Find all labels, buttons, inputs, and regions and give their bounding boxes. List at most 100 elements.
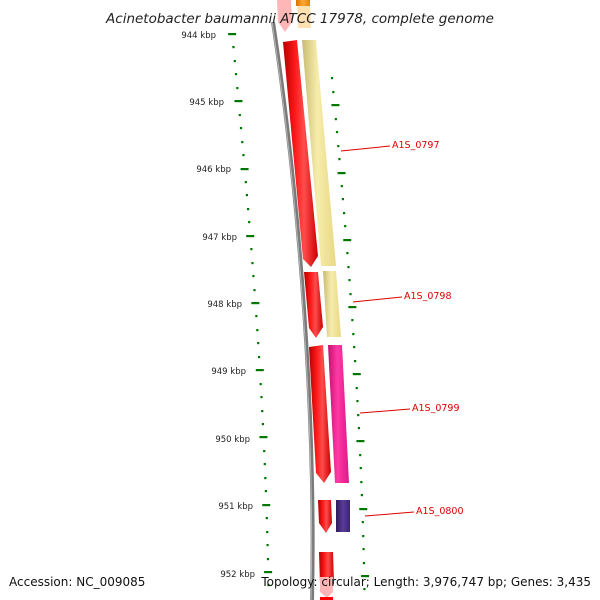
cds-feature[interactable] [320,577,333,598]
minor-tick-mark [337,145,340,148]
leader-line-a1s-0797 [340,145,391,152]
major-tick-mark [251,302,260,305]
gene-label-a1s-0798[interactable]: A1S_0798 [404,291,452,302]
cds-feature-a1s-0800[interactable] [318,500,332,533]
minor-tick-mark [248,221,251,224]
major-tick-mark [264,571,273,574]
minor-tick-mark [263,463,266,466]
minor-tick-mark [360,494,363,497]
minor-tick-mark [263,450,266,453]
tick-label: 951 kbp [218,502,253,512]
minor-tick-mark [264,490,267,493]
minor-tick-mark [338,158,341,161]
minor-tick-mark [234,73,238,76]
minor-tick-mark [359,454,362,457]
minor-tick-mark [362,562,366,565]
tick-labels: 944 kbp 945 kbp 946 kbp 947 kbp 948 kbp … [181,31,255,580]
major-tick-mark [361,575,370,578]
backbone-highlight [271,21,313,600]
cds-feature-a1s-0797[interactable] [283,40,318,267]
minor-tick-mark [352,333,355,336]
minor-tick-mark [261,423,265,426]
minor-tick-mark [241,141,244,144]
gene-label-a1s-0799[interactable]: A1S_0799 [412,403,460,414]
minor-tick-mark [257,356,261,359]
gene-label-a1s-0797[interactable]: A1S_0797 [392,140,440,151]
major-tick-mark [259,436,268,439]
cog-feature-a1s-0800[interactable] [336,500,350,532]
minor-tick-mark [250,248,253,251]
minor-tick-mark [236,87,239,90]
minor-tick-mark [253,289,256,292]
minor-tick-mark [347,266,350,269]
tick-label: 947 kbp [202,233,237,243]
tick-label: 949 kbp [211,367,246,377]
cog-feature-a1s-0798[interactable] [323,271,341,337]
cds-feature-a1s-0798[interactable] [304,272,323,338]
cog-feature-a1s-0799[interactable] [328,345,349,483]
minor-tick-mark [265,517,268,520]
forward-strand-features [277,0,350,600]
cog-feature[interactable] [297,0,311,28]
minor-tick-mark [255,315,258,318]
major-tick-mark [352,373,361,376]
major-tick-mark [348,306,357,309]
minor-tick-mark [346,252,349,255]
minor-tick-mark [245,194,249,197]
gene-label-a1s-0800[interactable]: A1S_0800 [416,506,464,517]
tick-label: 952 kbp [220,570,255,580]
cds-feature[interactable] [320,597,333,600]
minor-tick-mark [362,535,365,538]
minor-tick-mark [242,154,245,157]
minor-tick-mark [357,427,361,430]
minor-tick-mark [340,185,343,188]
map-title: Acinetobacter baumannii ATCC 17978, comp… [105,11,494,27]
leader-line-a1s-0799 [359,408,411,414]
major-tick-mark [337,172,346,175]
major-tick-mark [359,508,368,511]
major-tick-mark [262,504,271,507]
accession-text: Accession: NC_009085 [9,575,145,589]
minor-tick-mark [233,60,236,63]
major-tick-mark [255,369,264,372]
minor-tick-mark [252,275,255,278]
minor-tick-mark [266,558,270,561]
minor-tick-mark [353,346,356,349]
major-tick-mark [246,235,255,238]
major-tick-mark [356,440,365,443]
minor-tick-mark [257,342,260,345]
minor-tick-mark [232,46,235,49]
minor-tick-mark [264,477,267,480]
major-tick-mark [343,239,352,242]
minor-tick-mark [267,584,270,587]
gene-label-lines [340,145,415,517]
cds-feature-a1s-0799[interactable] [309,345,331,483]
minor-tick-mark [334,118,337,121]
minor-tick-mark [260,396,263,399]
minor-tick-mark [341,198,345,201]
cog-feature[interactable] [296,0,310,6]
minor-tick-mark [259,383,262,386]
tick-label: 948 kbp [207,300,242,310]
genome-summary: Topology: circular; Length: 3,976,747 bp… [260,575,591,589]
minor-tick-mark [244,181,247,184]
cds-feature[interactable] [277,0,292,32]
minor-tick-mark [360,481,363,484]
minor-tick-mark [362,548,365,551]
minor-tick-mark [344,225,347,228]
minor-tick-mark [355,387,358,390]
tick-label: 945 kbp [189,98,224,108]
minor-tick-mark [353,360,357,363]
minor-tick-mark [266,531,269,534]
tick-label: 950 kbp [215,435,250,445]
minor-tick-mark [330,77,334,80]
minor-tick-mark [247,208,250,211]
minor-tick-mark [251,262,254,265]
major-tick-mark [240,168,249,171]
minor-tick-mark [359,467,362,470]
cog-feature-a1s-0797[interactable] [302,40,336,266]
minor-tick-mark [256,329,259,332]
major-tick-mark [331,104,340,107]
minor-tick-mark [239,127,243,130]
